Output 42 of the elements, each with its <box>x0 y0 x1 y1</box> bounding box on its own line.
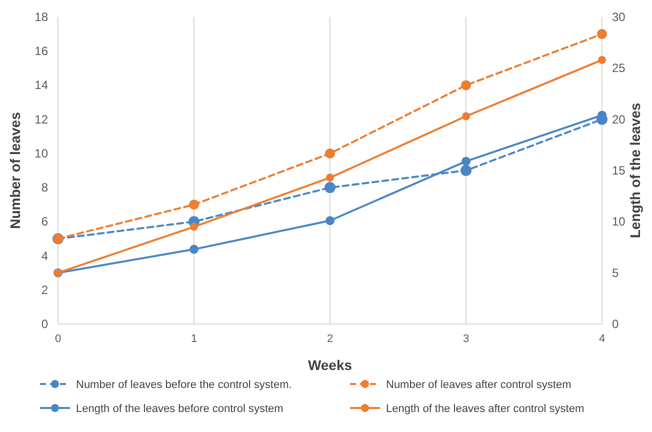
y2-tick-label: 10 <box>612 214 626 229</box>
point <box>462 156 470 166</box>
x-tick-label: 3 <box>462 333 470 345</box>
y2-tick-label: 5 <box>612 266 619 280</box>
legend-label: Length of the leaves before control system <box>76 403 284 415</box>
y2-tick-label: 25 <box>612 61 626 76</box>
x-tick-label: 2 <box>326 333 334 345</box>
y2-tick-label: 0 <box>612 317 619 331</box>
point <box>190 222 198 231</box>
point <box>325 148 335 158</box>
point <box>598 56 606 64</box>
y-tick-label: 8 <box>41 180 48 195</box>
y-tick-label: 2 <box>41 282 48 297</box>
point <box>189 200 199 210</box>
y-axis-title: Number of leaves <box>7 112 23 229</box>
legend-label: Length of the leaves after control system <box>386 403 584 415</box>
y-tick-label: 10 <box>34 146 48 160</box>
x-tick-label: 1 <box>190 333 198 345</box>
legend-label: Number of leaves after control system <box>386 379 572 391</box>
point <box>326 174 334 182</box>
x-tick-label: 4 <box>598 333 606 345</box>
point <box>461 80 471 90</box>
point <box>460 165 472 176</box>
y2-axis-title: Length of the leaves <box>627 102 643 238</box>
y2-tick-label: 20 <box>612 112 626 126</box>
y-tick-label: 6 <box>41 214 48 229</box>
y-tick-label: 0 <box>41 317 48 331</box>
y-tick-label: 4 <box>41 248 48 263</box>
y2-tick-label: 30 <box>612 10 626 24</box>
point <box>190 244 198 254</box>
point <box>326 216 334 226</box>
x-tick-label: 0 <box>54 333 62 345</box>
y-tick-label: 12 <box>34 112 48 126</box>
y-tick-label: 18 <box>34 10 48 24</box>
x-axis-title: Weeks <box>308 357 352 373</box>
y-tick-label: 14 <box>34 78 48 92</box>
y-tick-label: 16 <box>34 44 48 58</box>
y2-tick-label: 15 <box>612 164 626 178</box>
point <box>597 29 607 40</box>
point <box>324 182 336 194</box>
point <box>462 112 470 120</box>
legend-label: Number of leaves before the control system. <box>76 379 292 391</box>
